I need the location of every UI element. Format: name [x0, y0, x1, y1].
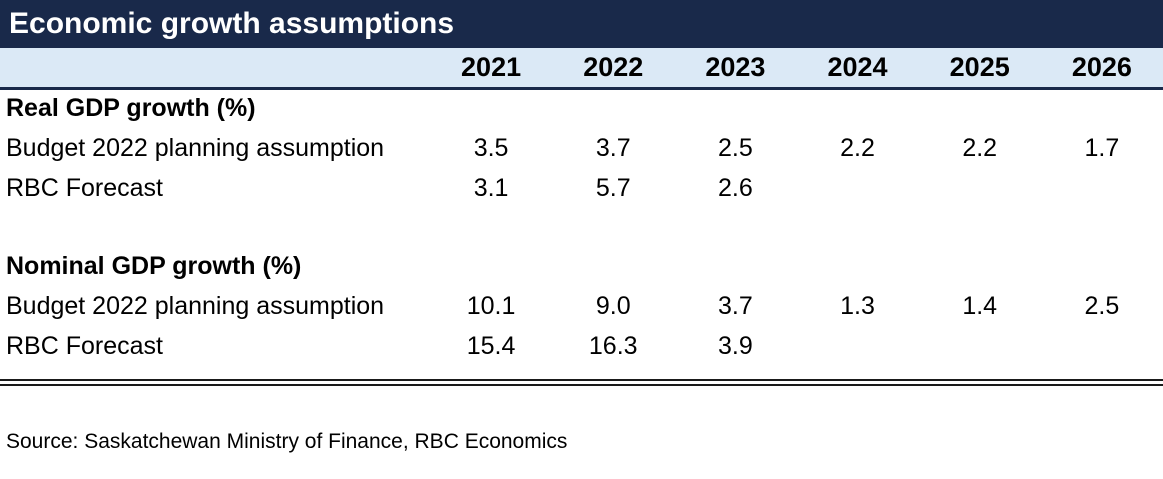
- source-note: Source: Saskatchewan Ministry of Finance…: [6, 430, 568, 453]
- year-header-2025: 2025: [918, 48, 1041, 90]
- row-label: Budget 2022 planning assumption: [6, 291, 385, 320]
- value-cell: [1041, 326, 1163, 366]
- value-cell: [1041, 168, 1163, 208]
- value-cell: 3.9: [718, 331, 753, 360]
- value-cell: 2.2: [840, 133, 875, 162]
- section-header-label: Nominal GDP growth (%): [6, 251, 302, 280]
- value-cell: 3.7: [595, 133, 631, 162]
- value-cell: 5.7: [595, 173, 631, 202]
- section-header-nominal-gdp: Nominal GDP growth (%): [0, 246, 1163, 286]
- value-cell: [796, 326, 918, 366]
- value-cell: 2.6: [718, 173, 753, 202]
- value-cell: 2.5: [718, 133, 753, 162]
- table-row-nominal-budget: Budget 2022 planning assumption 10.1 9.0…: [0, 286, 1163, 326]
- value-cell: [919, 168, 1041, 208]
- value-cell: 3.1: [473, 173, 509, 202]
- gdp-assumptions-table: 2021 2022 2023 2024 2025 2026 Real GDP g…: [0, 48, 1163, 366]
- value-cell: 1.4: [962, 291, 998, 320]
- table-title: Economic growth assumptions: [0, 0, 1163, 48]
- value-cell: [919, 326, 1041, 366]
- row-label: RBC Forecast: [6, 331, 163, 360]
- value-cell: 15.4: [466, 331, 516, 360]
- value-cell: 10.1: [466, 291, 516, 320]
- value-cell: [796, 168, 918, 208]
- section-header-real-gdp: Real GDP growth (%): [0, 88, 1163, 128]
- corner-cell: [0, 48, 430, 90]
- value-cell: 3.5: [473, 133, 509, 162]
- table-bottom-double-rule: [0, 379, 1163, 386]
- row-label: Budget 2022 planning assumption: [6, 133, 385, 162]
- value-cell: 2.5: [1084, 291, 1120, 320]
- value-cell: 1.7: [1084, 133, 1120, 162]
- year-header-row: 2021 2022 2023 2024 2025 2026: [0, 48, 1163, 90]
- year-header-2024: 2024: [796, 48, 919, 90]
- value-cell: 3.7: [718, 291, 753, 320]
- year-header-2022: 2022: [552, 48, 675, 90]
- table-row-real-budget: Budget 2022 planning assumption 3.5 3.7 …: [0, 128, 1163, 168]
- spacer-row: [0, 208, 1163, 246]
- section-header-label: Real GDP growth (%): [6, 94, 256, 123]
- table-row-real-rbc-forecast: RBC Forecast 3.1 5.7 2.6: [0, 168, 1163, 208]
- value-cell: 9.0: [595, 291, 631, 320]
- row-label: RBC Forecast: [6, 173, 163, 202]
- year-header-2026: 2026: [1040, 48, 1163, 90]
- year-header-2023: 2023: [674, 48, 797, 90]
- value-cell: 2.2: [962, 133, 998, 162]
- value-cell: 16.3: [588, 331, 638, 360]
- year-header-2021: 2021: [430, 48, 553, 90]
- value-cell: 1.3: [840, 291, 875, 320]
- table-row-nominal-rbc-forecast: RBC Forecast 15.4 16.3 3.9: [0, 326, 1163, 366]
